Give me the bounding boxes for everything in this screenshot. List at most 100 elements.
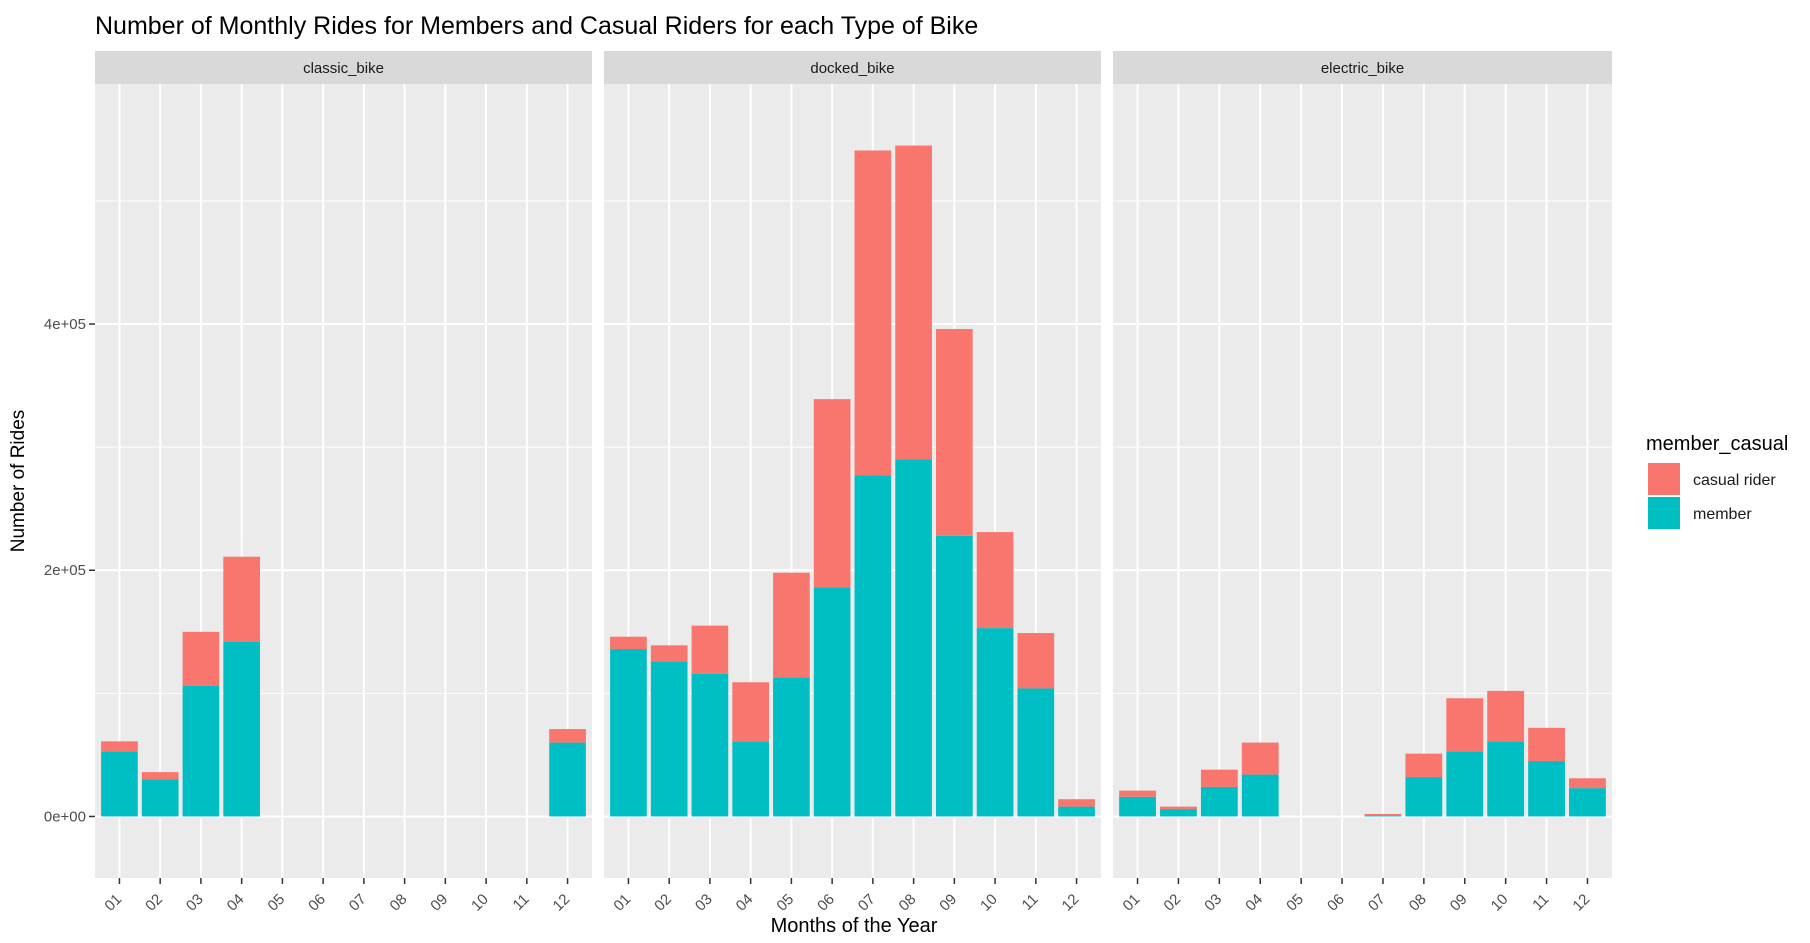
x-tick-label: 01 (610, 891, 634, 915)
x-tick-label: 07 (1365, 891, 1389, 915)
bar-member (1405, 777, 1443, 817)
bar-member (1017, 688, 1055, 817)
x-tick-label: 09 (1447, 891, 1471, 915)
bar-member (732, 741, 769, 817)
legend-swatch-member (1648, 497, 1680, 529)
bar-member (1487, 741, 1525, 817)
x-tick-label: 06 (305, 891, 329, 915)
facet-classic_bike: classic_bike 01 02 03 04 05 06 07 08 09 10 11 12 (95, 51, 592, 915)
bar-casual (813, 399, 851, 588)
bar-casual (691, 625, 729, 674)
bar-casual (1200, 769, 1238, 787)
legend-label: casual rider (1693, 472, 1776, 489)
bar-member (976, 628, 1014, 817)
facet-docked_bike: docked_bike 01 02 03 04 05 06 07 08 09 10 11 12 (604, 51, 1101, 915)
bar-casual (101, 741, 138, 752)
x-tick-label: 02 (1160, 891, 1184, 915)
x-tick-label: 04 (733, 891, 757, 915)
x-tick-label: 07 (855, 891, 879, 915)
bar-member (813, 587, 851, 817)
bar-member (1446, 751, 1484, 817)
bar-member (549, 742, 586, 817)
bar-casual (223, 556, 260, 642)
strip-background (1113, 51, 1612, 84)
strip-background (604, 51, 1101, 84)
chart-title: Number of Monthly Rides for Members and … (95, 12, 978, 40)
bar-casual (1241, 742, 1279, 775)
x-tick-label: 10 (1488, 891, 1512, 915)
facet-strip-label: docked_bike (810, 60, 894, 77)
legend-title: member_casual (1646, 433, 1788, 455)
bar-casual (1487, 690, 1525, 742)
facet-strip-label: classic_bike (303, 60, 384, 77)
bar-member (854, 475, 892, 817)
bar-member (1160, 809, 1197, 817)
x-tick-label: 08 (896, 891, 920, 915)
bar-casual (182, 631, 220, 686)
x-tick-label: 03 (692, 891, 716, 915)
bar-member (691, 673, 729, 817)
x-tick-label: 12 (1569, 891, 1593, 915)
bar-casual (1160, 806, 1197, 810)
legend-label: member (1693, 506, 1752, 523)
bar-member (1119, 796, 1156, 817)
x-tick-label: 11 (510, 891, 533, 914)
x-tick-label: 06 (814, 891, 838, 915)
x-axis-label: Months of the Year (771, 915, 938, 937)
bar-casual (141, 772, 179, 780)
x-tick-label: 11 (1019, 891, 1042, 914)
bar-member (936, 535, 973, 817)
legend-swatch-casual-rider (1648, 463, 1680, 495)
x-tick-label: 05 (1283, 891, 1307, 915)
panel-background (95, 84, 592, 878)
bar-casual (1446, 698, 1484, 752)
x-tick-label: 02 (142, 891, 166, 915)
bar-member (650, 661, 688, 817)
x-tick-label: 10 (468, 891, 492, 915)
bar-member (1200, 786, 1238, 817)
bar-casual (1119, 790, 1156, 797)
bar-member (610, 649, 647, 817)
bar-casual (732, 682, 769, 742)
x-tick-label: 04 (224, 891, 248, 915)
x-tick-label: 05 (264, 891, 288, 915)
bar-casual (854, 150, 892, 476)
bar-member (101, 751, 138, 817)
bar-casual (1569, 778, 1606, 789)
y-tick-label: 0e+00 (44, 808, 86, 825)
x-tick-label: 09 (936, 891, 960, 915)
x-tick-label: 12 (550, 891, 574, 915)
x-tick-label: 01 (101, 891, 125, 915)
x-tick-label: 10 (977, 891, 1001, 915)
bar-member (1364, 815, 1402, 817)
bar-member (141, 779, 179, 817)
bar-member (1058, 806, 1095, 817)
x-tick-label: 01 (1120, 891, 1144, 915)
x-tick-label: 03 (183, 891, 207, 915)
x-tick-label: 08 (387, 891, 411, 915)
x-tick-label: 08 (1406, 891, 1430, 915)
bar-casual (895, 145, 932, 460)
y-tick-label: 2e+05 (44, 562, 86, 579)
y-axis: 0e+00 2e+05 4e+05 (44, 316, 95, 825)
x-tick-label: 04 (1242, 891, 1266, 915)
legend: member_casual casual rider member (1646, 433, 1788, 529)
facet-electric_bike: electric_bike 01 02 03 04 05 06 07 08 09 10 11 12 (1113, 51, 1612, 915)
bar-member (895, 459, 932, 817)
facet-panels: classic_bike 01 02 03 04 05 06 07 08 09 10 11 12 dock… (95, 51, 1612, 915)
x-tick-label: 05 (773, 891, 797, 915)
bar-casual (650, 645, 688, 662)
bar-casual (976, 532, 1014, 629)
strip-background (95, 51, 592, 84)
bar-casual (1528, 727, 1565, 762)
x-tick-label: 06 (1324, 891, 1348, 915)
x-tick-label: 07 (346, 891, 370, 915)
bar-member (1241, 774, 1279, 817)
bar-member (223, 641, 260, 817)
bar-casual (1364, 813, 1402, 816)
bar-casual (610, 636, 647, 650)
x-tick-label: 11 (1529, 891, 1552, 914)
bar-casual (1405, 753, 1443, 778)
